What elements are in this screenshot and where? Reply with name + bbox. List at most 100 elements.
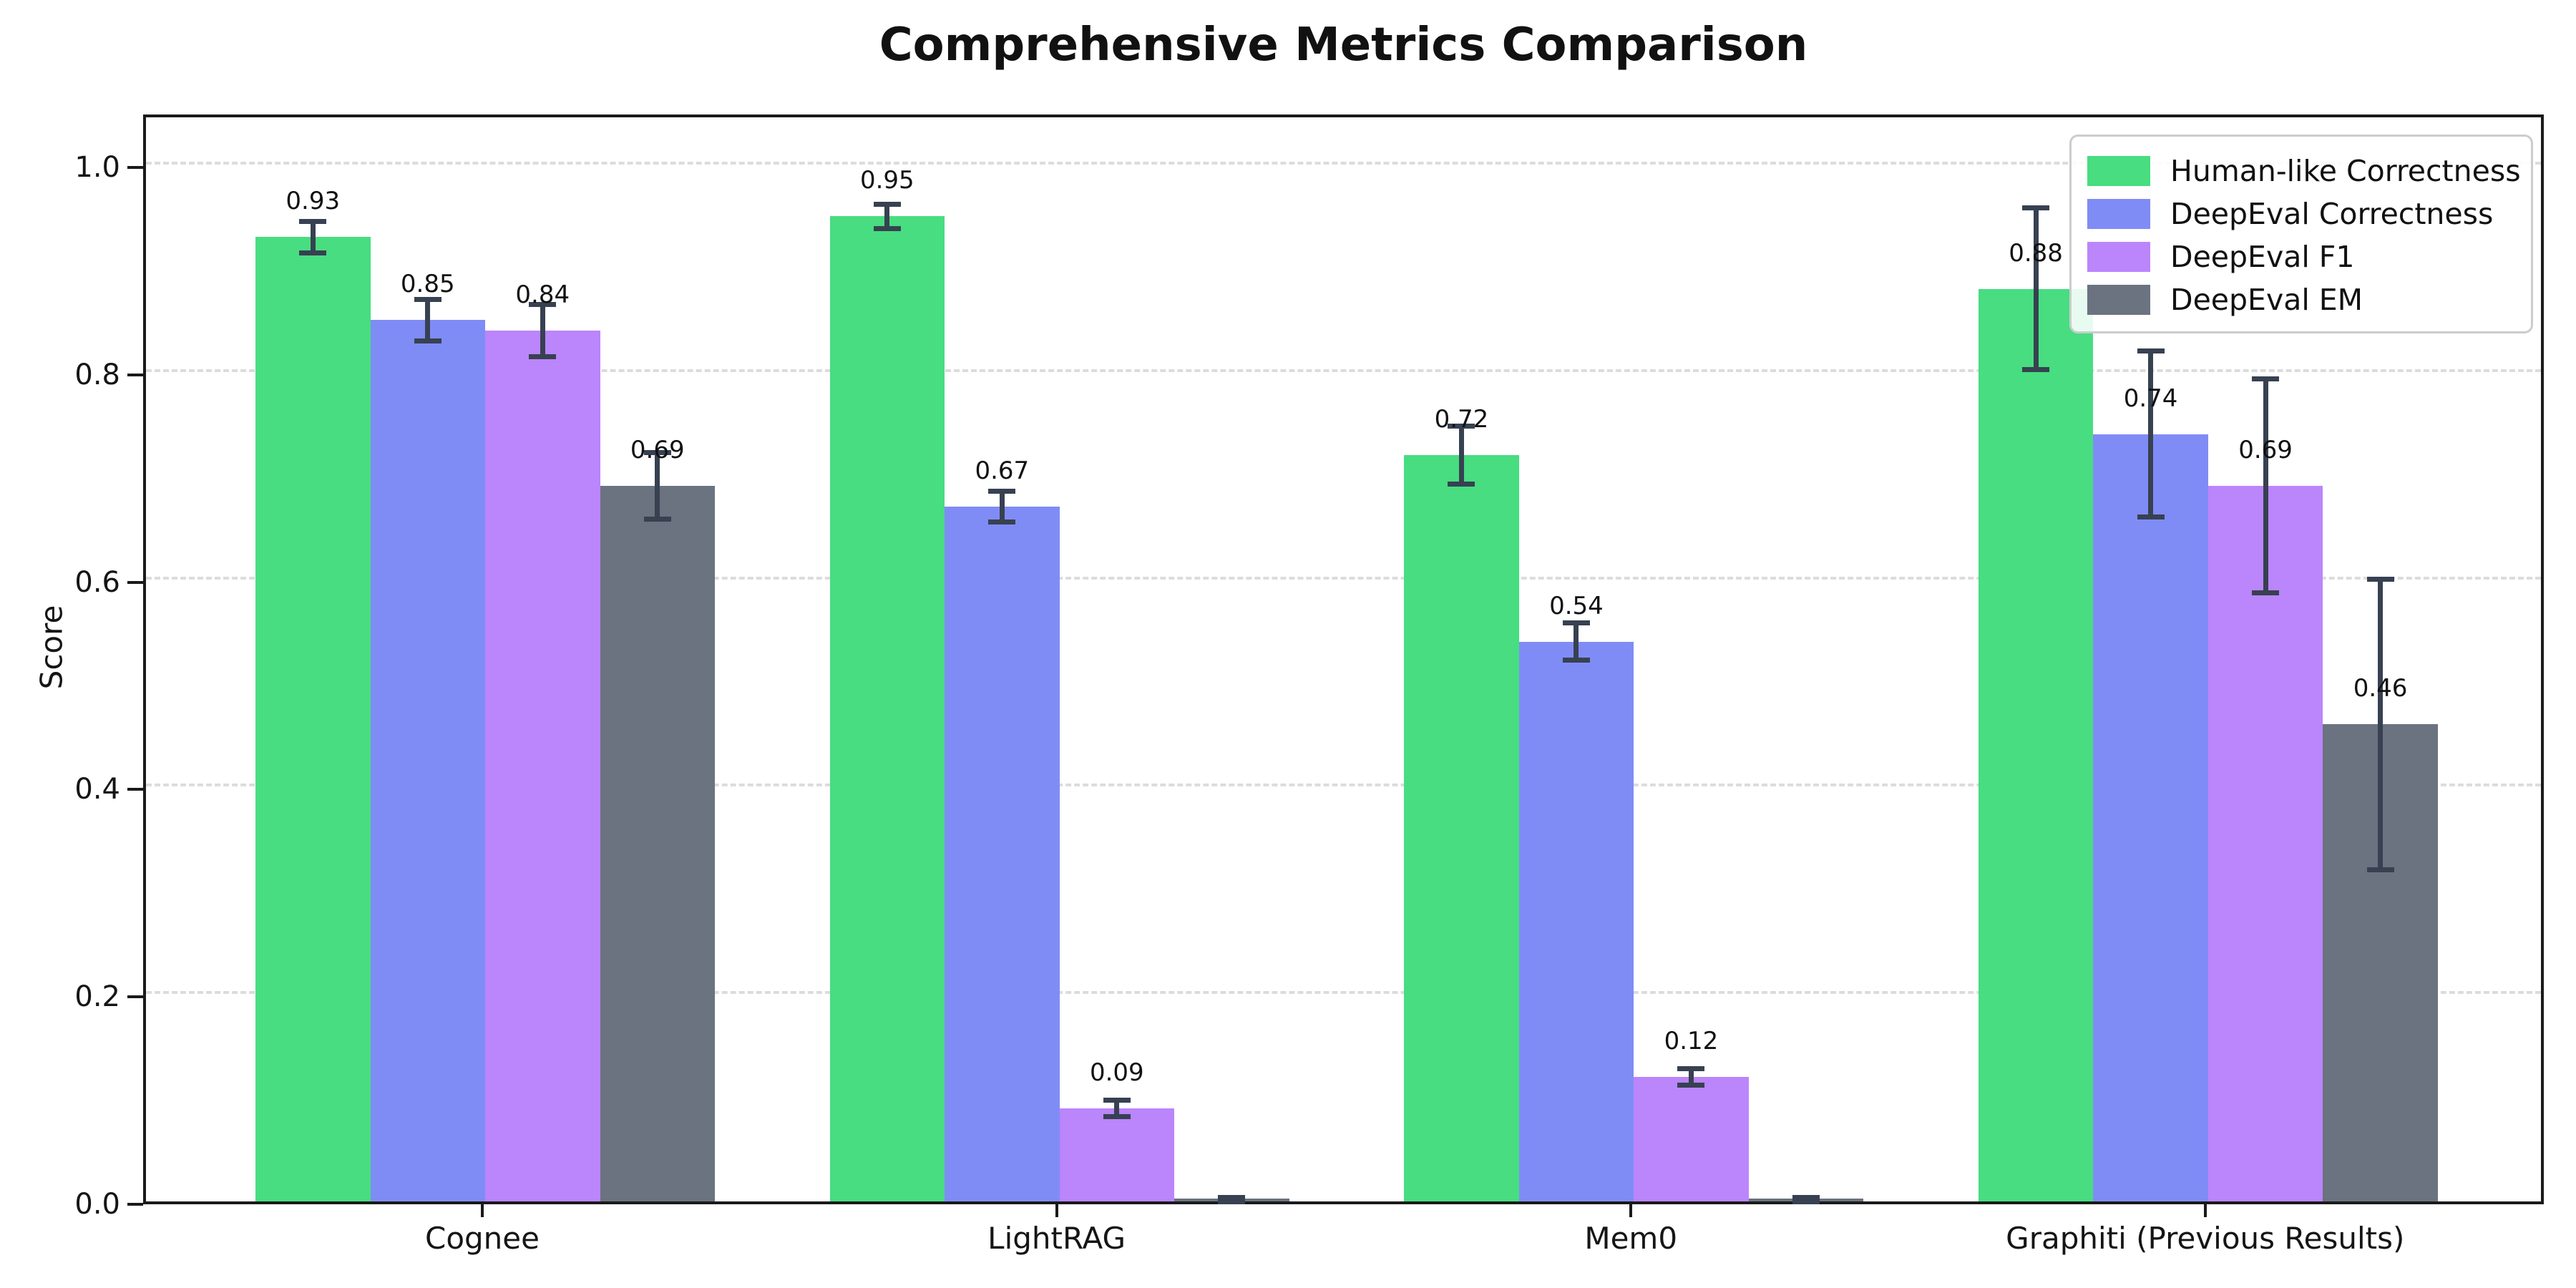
bar-value-label: 0.12	[1664, 1027, 1719, 1056]
bar	[1978, 288, 2094, 1201]
legend-swatch	[2087, 242, 2150, 272]
y-tick-mark	[127, 166, 143, 169]
error-bar-cap	[1677, 1066, 1705, 1072]
error-bar	[999, 491, 1005, 522]
bar-value-label: 0.67	[975, 457, 1030, 486]
error-bar-cap	[2137, 514, 2165, 520]
error-bar-cap	[1562, 658, 1590, 663]
error-bar	[655, 452, 660, 519]
x-tick-label: LightRAG	[987, 1221, 1126, 1256]
y-tick-label: 0.6	[74, 565, 120, 599]
error-bar-cap	[2252, 590, 2280, 595]
error-bar-cap	[2252, 376, 2280, 382]
error-bar	[2033, 208, 2039, 370]
bar	[2207, 486, 2323, 1201]
legend-item: DeepEval EM	[2087, 278, 2531, 321]
x-tick-label: Graphiti (Previous Results)	[2006, 1221, 2405, 1256]
error-bar	[1114, 1100, 1120, 1117]
bar-value-label: 0.93	[286, 187, 341, 216]
error-bar-cap	[1677, 1083, 1705, 1088]
legend-label: Human-like Correctness	[2170, 154, 2521, 188]
error-bar-cap	[2366, 867, 2394, 872]
bar	[829, 216, 945, 1201]
y-tick-label: 0.8	[74, 358, 120, 391]
error-bar	[425, 299, 431, 341]
error-bar-cap	[299, 250, 327, 255]
y-tick-mark	[127, 995, 143, 999]
error-bar-cap	[643, 517, 671, 522]
error-bar-cap	[414, 296, 441, 302]
error-bar-cap	[414, 338, 441, 343]
bar	[485, 330, 600, 1201]
bar-value-label: 0.46	[2353, 674, 2408, 703]
bar	[600, 486, 715, 1201]
error-bar-cap	[1103, 1097, 1131, 1103]
bar-value-label: 0.69	[2238, 436, 2293, 465]
error-bar-cap	[1792, 1194, 1820, 1200]
bar-value-label: 0.84	[515, 280, 570, 309]
error-bar	[1458, 426, 1464, 484]
legend-item: Human-like Correctness	[2087, 150, 2531, 192]
error-bar-cap	[2022, 205, 2050, 211]
plot-area: Human-like Correctness DeepEval Correctne…	[143, 114, 2544, 1204]
y-tick-mark	[127, 373, 143, 376]
y-tick-label: 0.2	[74, 980, 120, 1014]
legend: Human-like Correctness DeepEval Correctne…	[2069, 135, 2533, 333]
bar	[1404, 454, 1519, 1201]
bar	[255, 237, 371, 1201]
legend-item: DeepEval Correctness	[2087, 192, 2531, 235]
gridline	[146, 162, 2541, 165]
error-bar-cap	[1792, 1199, 1820, 1204]
bar-value-label: 0.88	[2009, 238, 2063, 268]
error-bar-cap	[988, 488, 1016, 494]
error-bar-cap	[299, 219, 327, 225]
bar-value-label: 0.74	[2123, 384, 2178, 413]
bar	[1634, 1077, 1749, 1201]
legend-swatch	[2087, 285, 2150, 315]
error-bar-cap	[2022, 367, 2050, 373]
error-bar-cap	[529, 302, 557, 308]
y-tick-mark	[127, 580, 143, 584]
bar-value-label: 0.72	[1434, 404, 1489, 434]
x-tick-label: Cognee	[425, 1221, 540, 1256]
y-tick-mark	[127, 1203, 143, 1206]
bar	[2093, 434, 2208, 1201]
error-bar	[310, 221, 316, 253]
legend-label: DeepEval F1	[2170, 240, 2355, 274]
bar-value-label: 0.54	[1549, 591, 1604, 620]
error-bar-cap	[873, 226, 901, 232]
legend-label: DeepEval EM	[2170, 283, 2363, 317]
bar	[1059, 1108, 1175, 1201]
error-bar-cap	[1218, 1199, 1246, 1204]
x-tick-mark	[481, 1204, 484, 1217]
bar-value-label: 0.09	[1089, 1058, 1144, 1087]
error-bar	[1574, 623, 1579, 660]
gridline	[146, 369, 2541, 372]
legend-label: DeepEval Correctness	[2170, 197, 2494, 231]
legend-swatch	[2087, 156, 2150, 186]
bar	[370, 320, 485, 1201]
error-bar-cap	[1448, 423, 1475, 429]
gridline	[146, 991, 2541, 995]
bar-value-label: 0.69	[630, 436, 685, 465]
gridline	[146, 576, 2541, 580]
bar-value-label: 0.85	[400, 270, 455, 299]
gridline	[146, 784, 2541, 787]
x-tick-mark	[1055, 1204, 1058, 1217]
error-bar-cap	[1103, 1113, 1131, 1119]
y-tick-mark	[127, 788, 143, 791]
bar	[945, 507, 1060, 1201]
error-bar-cap	[988, 519, 1016, 525]
error-bar	[884, 204, 890, 229]
x-tick-mark	[2203, 1204, 2207, 1217]
y-axis-title: Score	[34, 605, 69, 690]
error-bar-cap	[643, 450, 671, 456]
legend-item: DeepEval F1	[2087, 235, 2531, 278]
y-tick-label: 0.0	[74, 1188, 120, 1221]
error-bar-cap	[1218, 1194, 1246, 1200]
error-bar	[2378, 579, 2384, 870]
bar	[1518, 641, 1634, 1201]
bar-value-label: 0.95	[859, 166, 914, 195]
x-tick-mark	[1629, 1204, 1633, 1217]
